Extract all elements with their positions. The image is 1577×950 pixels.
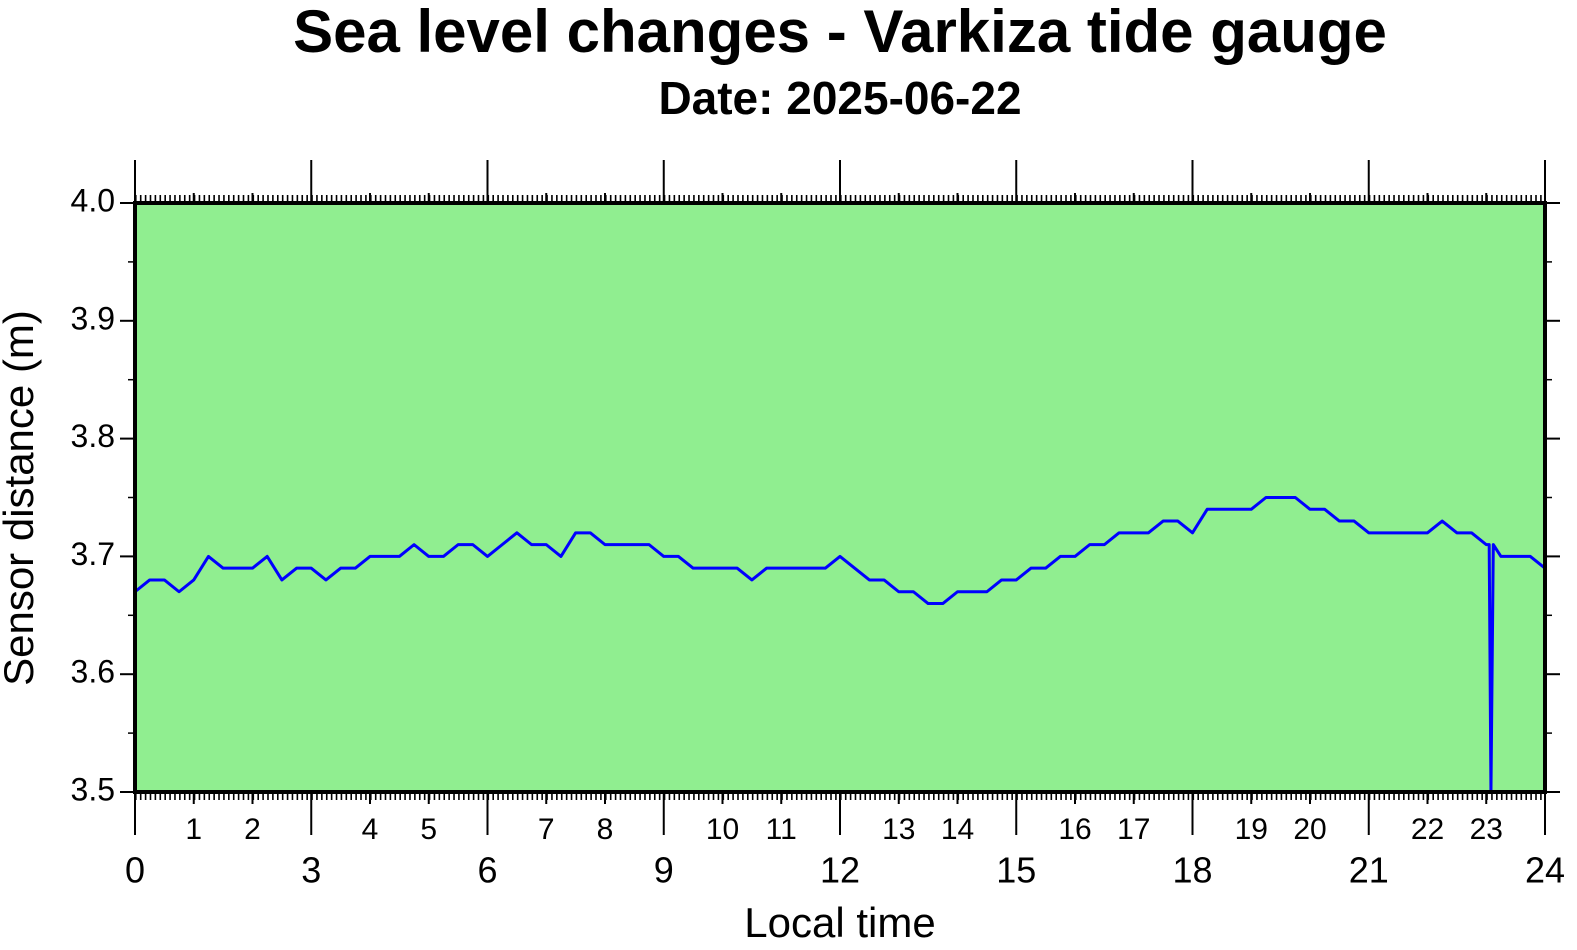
- x-tick-label: 8: [597, 813, 614, 846]
- x-tick-label: 13: [882, 813, 915, 846]
- x-tick-label: 4: [362, 813, 379, 846]
- x-tick-label: 6: [477, 850, 497, 891]
- chart-title: Sea level changes - Varkiza tide gauge: [293, 0, 1387, 65]
- x-tick-label: 20: [1293, 813, 1326, 846]
- x-tick-label: 14: [941, 813, 974, 846]
- x-tick-label: 19: [1235, 813, 1268, 846]
- chart-subtitle: Date: 2025-06-22: [658, 72, 1021, 124]
- x-tick-label: 16: [1058, 813, 1091, 846]
- y-tick-label: 3.6: [71, 654, 115, 690]
- x-tick-label: 18: [1172, 850, 1212, 891]
- x-tick-label: 17: [1117, 813, 1150, 846]
- y-tick-label: 3.8: [71, 418, 115, 454]
- x-tick-label: 2: [244, 813, 261, 846]
- x-tick-label: 0: [125, 850, 145, 891]
- y-tick-label: 3.9: [71, 300, 115, 336]
- x-tick-label: 1: [185, 813, 202, 846]
- x-tick-label: 23: [1470, 813, 1503, 846]
- y-tick-label: 3.5: [71, 771, 115, 807]
- y-tick-label: 4.0: [71, 182, 115, 218]
- plot-frame: [133, 201, 1547, 794]
- plot-background: [135, 203, 1545, 792]
- y-axis-label: Sensor distance (m): [0, 310, 42, 686]
- x-tick-label: 11: [766, 813, 797, 846]
- x-tick-label: 5: [420, 813, 437, 846]
- x-tick-label: 7: [538, 813, 555, 846]
- x-tick-label: 10: [706, 813, 739, 846]
- x-axis-label: Local time: [744, 899, 935, 946]
- x-tick-label: 22: [1411, 813, 1444, 846]
- x-tick-label: 15: [996, 850, 1036, 891]
- x-tick-label: 21: [1349, 850, 1389, 891]
- x-tick-label: 24: [1525, 850, 1565, 891]
- y-tick-label: 3.7: [71, 536, 115, 572]
- x-tick-label: 3: [301, 850, 321, 891]
- data-line: [134, 496, 1546, 794]
- x-tick-label: 12: [820, 850, 860, 891]
- x-tick-label: 9: [654, 850, 674, 891]
